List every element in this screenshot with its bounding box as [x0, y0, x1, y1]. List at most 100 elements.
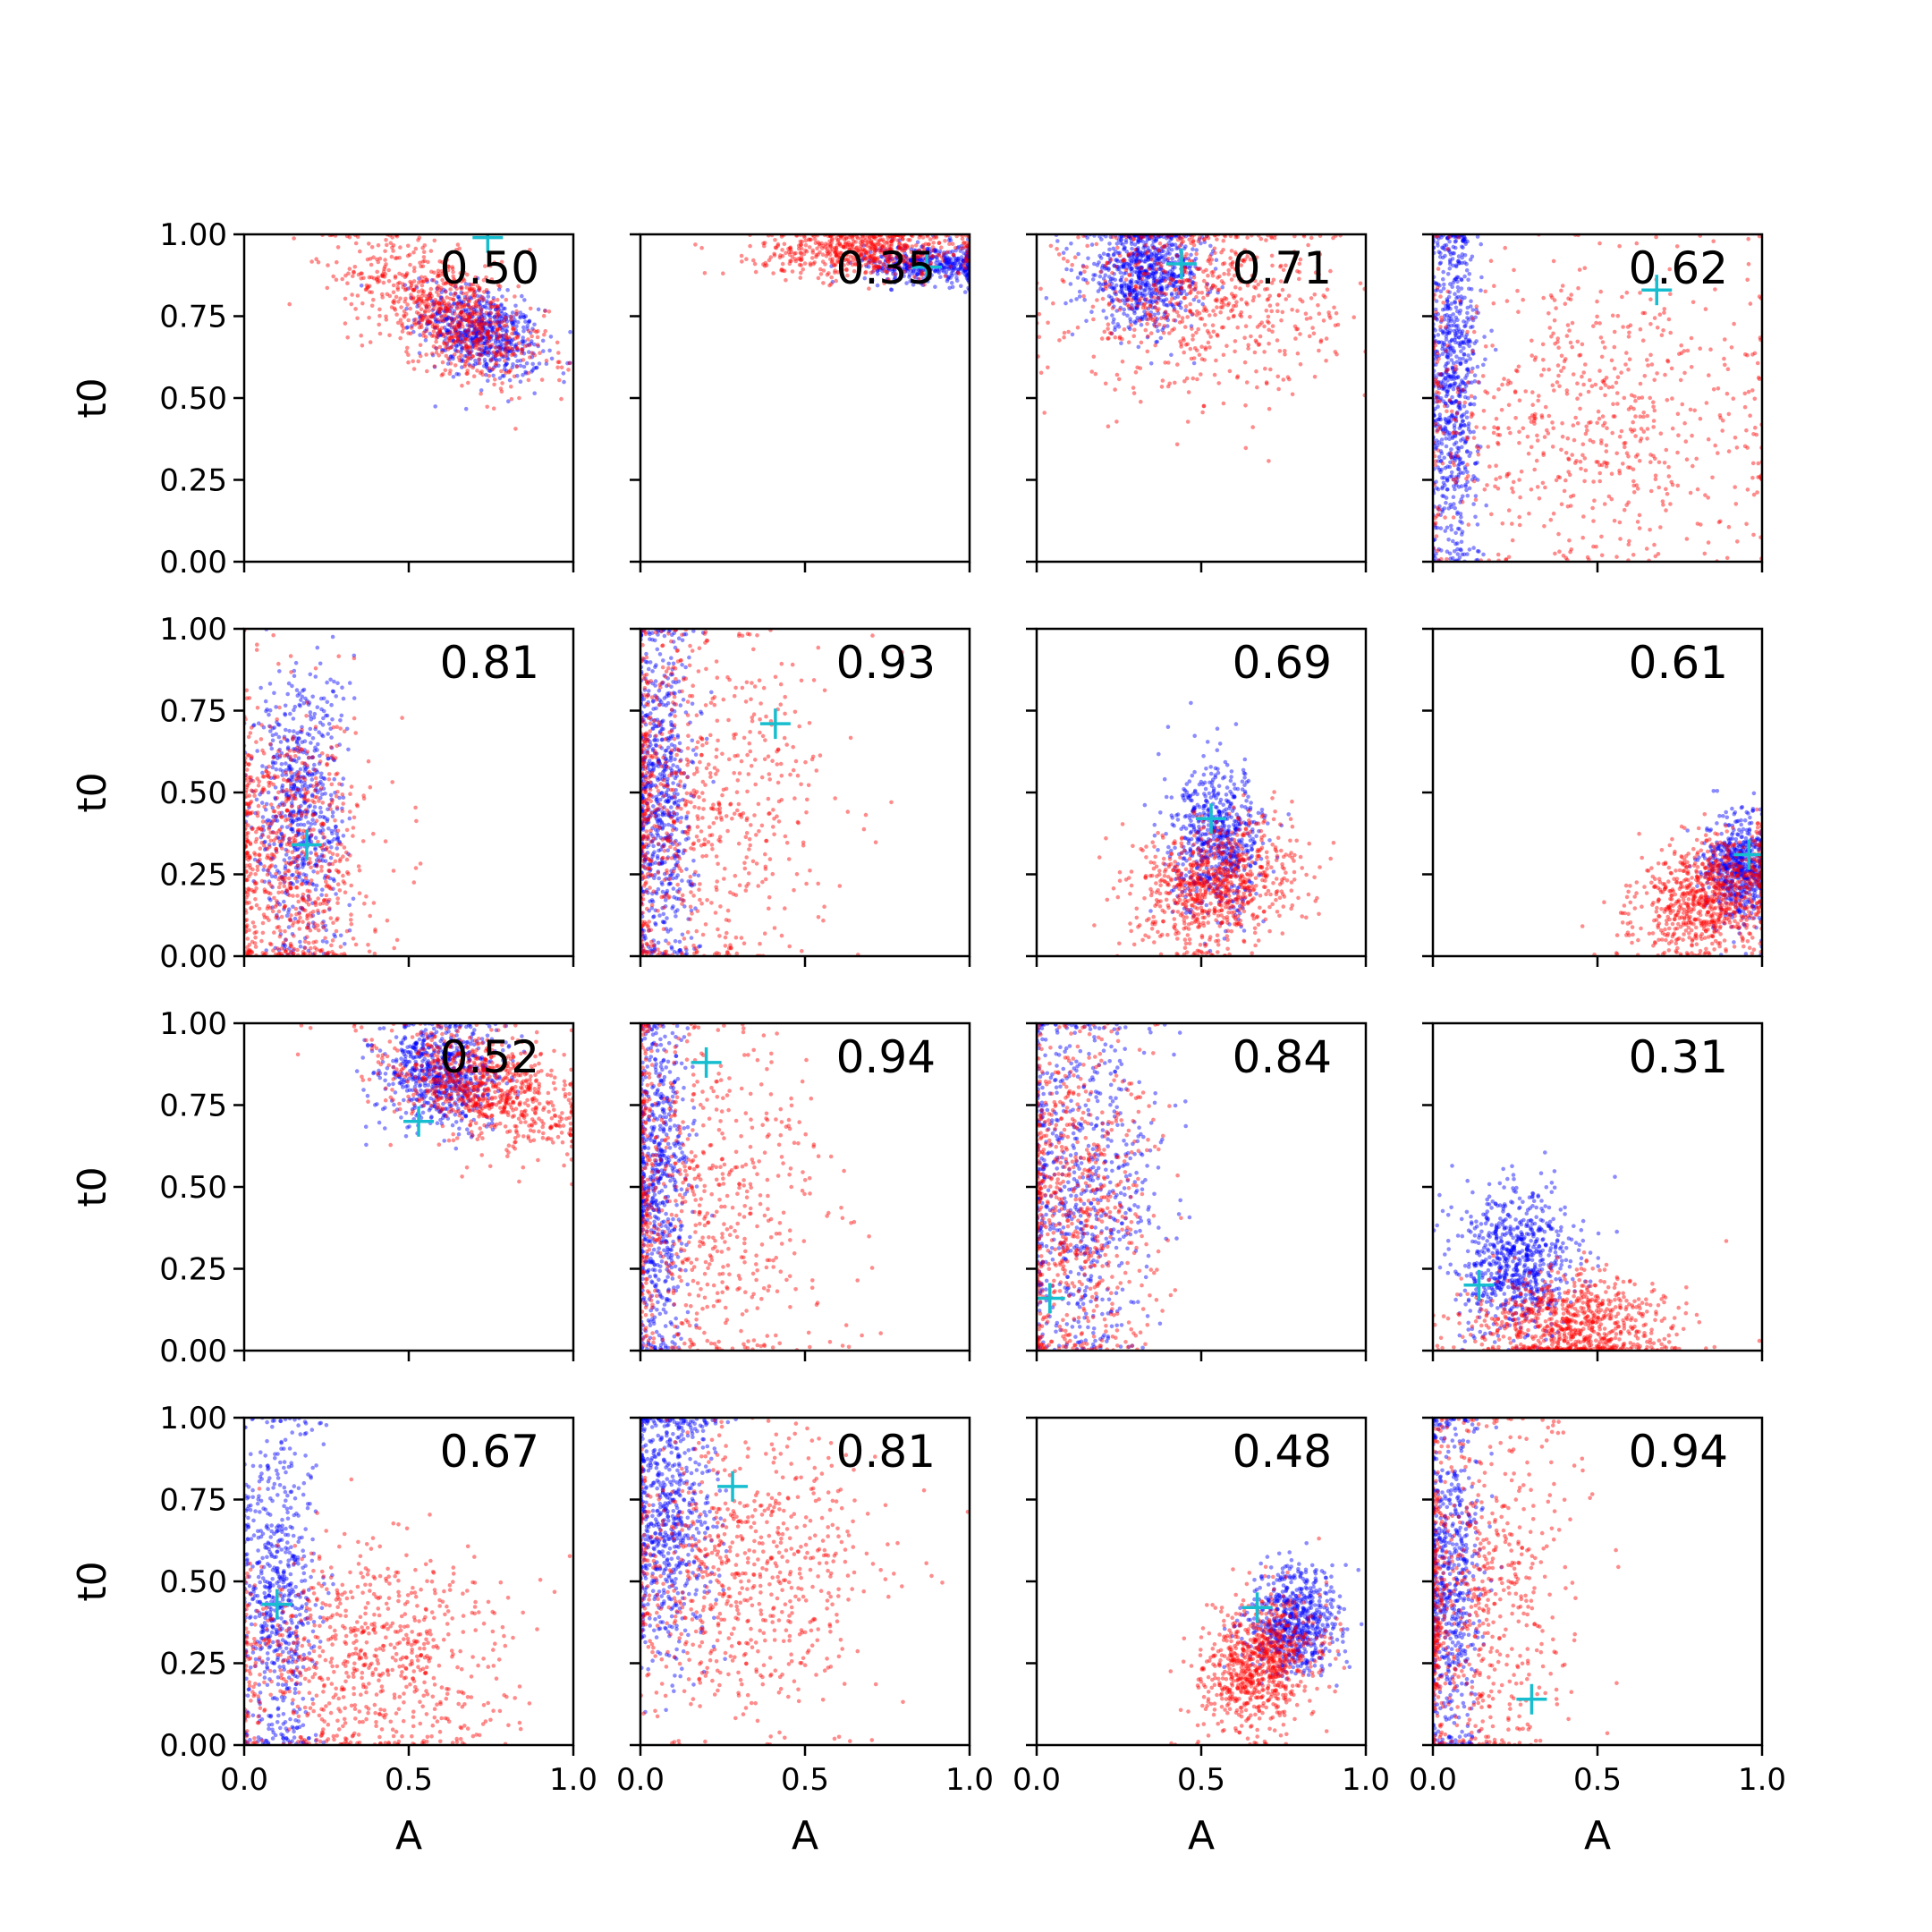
data-point — [1581, 382, 1586, 387]
data-point — [1449, 454, 1453, 460]
data-point — [1472, 373, 1478, 378]
data-point — [421, 289, 427, 294]
data-point — [1202, 323, 1208, 327]
data-point — [897, 241, 902, 246]
data-point — [1083, 277, 1089, 283]
data-point — [406, 352, 411, 358]
data-point — [473, 358, 478, 363]
data-point — [955, 267, 960, 272]
data-point — [1194, 294, 1199, 300]
data-point — [445, 332, 450, 336]
data-point — [1451, 538, 1455, 544]
data-point — [1447, 551, 1453, 556]
data-point — [1440, 381, 1445, 386]
data-point — [875, 257, 880, 262]
data-point — [417, 235, 422, 241]
data-point — [1122, 327, 1127, 332]
data-point — [1318, 252, 1323, 257]
data-point — [1443, 515, 1447, 520]
data-point — [1453, 364, 1458, 369]
data-point — [1169, 273, 1174, 278]
data-point — [496, 318, 502, 323]
data-point — [1445, 479, 1450, 483]
data-point — [921, 267, 926, 273]
data-point — [1446, 247, 1451, 251]
data-point — [460, 345, 464, 351]
data-point — [864, 251, 869, 256]
data-point — [1147, 267, 1152, 272]
data-point — [933, 284, 937, 290]
data-point — [481, 321, 487, 326]
data-point — [1262, 324, 1267, 329]
data-point — [945, 276, 950, 282]
data-point — [1148, 249, 1152, 253]
data-point — [1139, 399, 1143, 404]
y-tick-label: 0.50 — [159, 381, 227, 417]
data-point — [1445, 378, 1450, 383]
data-point — [494, 334, 499, 339]
data-point — [1182, 378, 1187, 384]
data-point — [1140, 239, 1145, 244]
data-point — [1183, 244, 1188, 249]
data-point — [886, 266, 891, 271]
data-point — [1436, 454, 1442, 460]
data-point — [1147, 236, 1152, 242]
data-point — [1126, 252, 1131, 257]
data-point — [881, 252, 886, 257]
data-point — [1066, 329, 1071, 335]
data-point — [1151, 239, 1156, 244]
data-point — [1131, 258, 1137, 262]
data-point — [1196, 267, 1200, 272]
data-point — [1139, 235, 1144, 241]
data-point — [926, 242, 931, 247]
data-point — [950, 242, 955, 247]
data-point — [1187, 258, 1192, 263]
data-point — [1139, 267, 1144, 271]
data-point — [1170, 283, 1175, 288]
data-point — [1110, 306, 1115, 310]
data-point — [956, 271, 962, 276]
data-point — [1044, 296, 1049, 301]
data-point — [744, 257, 749, 262]
data-point — [1172, 326, 1176, 331]
data-point — [470, 288, 476, 293]
data-point — [1165, 271, 1170, 276]
data-point — [1718, 519, 1723, 524]
data-point — [463, 318, 469, 322]
data-point — [1441, 331, 1445, 335]
data-point — [498, 346, 503, 351]
data-point — [1263, 366, 1267, 371]
data-point — [1453, 335, 1458, 340]
data-point — [782, 268, 787, 274]
data-point — [1217, 274, 1222, 279]
data-point — [1176, 313, 1182, 318]
data-point — [1677, 352, 1682, 357]
data-point — [1072, 255, 1078, 260]
data-point — [1447, 344, 1452, 350]
data-point — [872, 244, 877, 250]
data-point — [1276, 293, 1282, 298]
data-point — [1127, 287, 1131, 292]
data-point — [1206, 340, 1211, 345]
data-point — [438, 306, 444, 310]
data-point — [1309, 296, 1314, 301]
data-point — [430, 313, 436, 318]
data-point — [1140, 265, 1145, 270]
data-point — [896, 261, 901, 267]
data-point — [526, 350, 531, 354]
data-point — [911, 257, 916, 261]
data-point — [1122, 311, 1126, 317]
data-point — [1171, 275, 1176, 280]
data-point — [504, 342, 508, 347]
data-point — [1180, 281, 1184, 286]
data-point — [894, 254, 900, 258]
data-point — [880, 255, 885, 259]
data-point — [844, 235, 849, 240]
data-point — [828, 244, 833, 250]
data-point — [873, 257, 877, 261]
data-point — [1149, 235, 1155, 240]
data-point — [462, 333, 468, 338]
data-point — [1465, 239, 1470, 244]
data-point — [1449, 454, 1453, 459]
data-point — [1455, 512, 1460, 516]
